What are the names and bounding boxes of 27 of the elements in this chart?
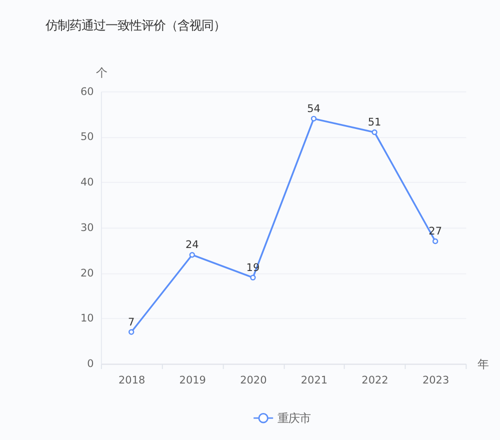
x-axis-title: 年 (478, 357, 489, 372)
data-label: 7 (128, 316, 135, 328)
legend-label: 重庆市 (278, 410, 311, 425)
y-tick-label: 50 (80, 131, 94, 144)
data-label: 51 (368, 116, 382, 129)
point (128, 329, 134, 335)
y-tick-label: 60 (80, 86, 94, 98)
y-tick-label: 20 (80, 267, 94, 280)
x-tick-label: 2023 (422, 374, 450, 386)
x-tick-label: 2021 (300, 374, 328, 386)
x-tick-label: 2018 (118, 374, 146, 386)
x-tick-label: 2020 (240, 374, 267, 386)
y-tick-label: 10 (80, 312, 94, 325)
point (189, 252, 195, 258)
data-label: 24 (185, 239, 200, 252)
y-tick-label: 0 (87, 358, 94, 370)
y-tick-label: 40 (80, 176, 94, 189)
point (310, 116, 317, 122)
point (250, 274, 256, 280)
x-tick-label: 2022 (362, 374, 388, 386)
y-tick-label: 30 (80, 222, 94, 234)
y-axis-title: 个 (96, 66, 107, 80)
data-label: 54 (307, 103, 321, 115)
point (372, 129, 378, 136)
point (432, 238, 438, 244)
x-tick-label: 2019 (179, 374, 206, 386)
chart-title: 仿制药通过一致性评价（含视同） (44, 18, 226, 33)
